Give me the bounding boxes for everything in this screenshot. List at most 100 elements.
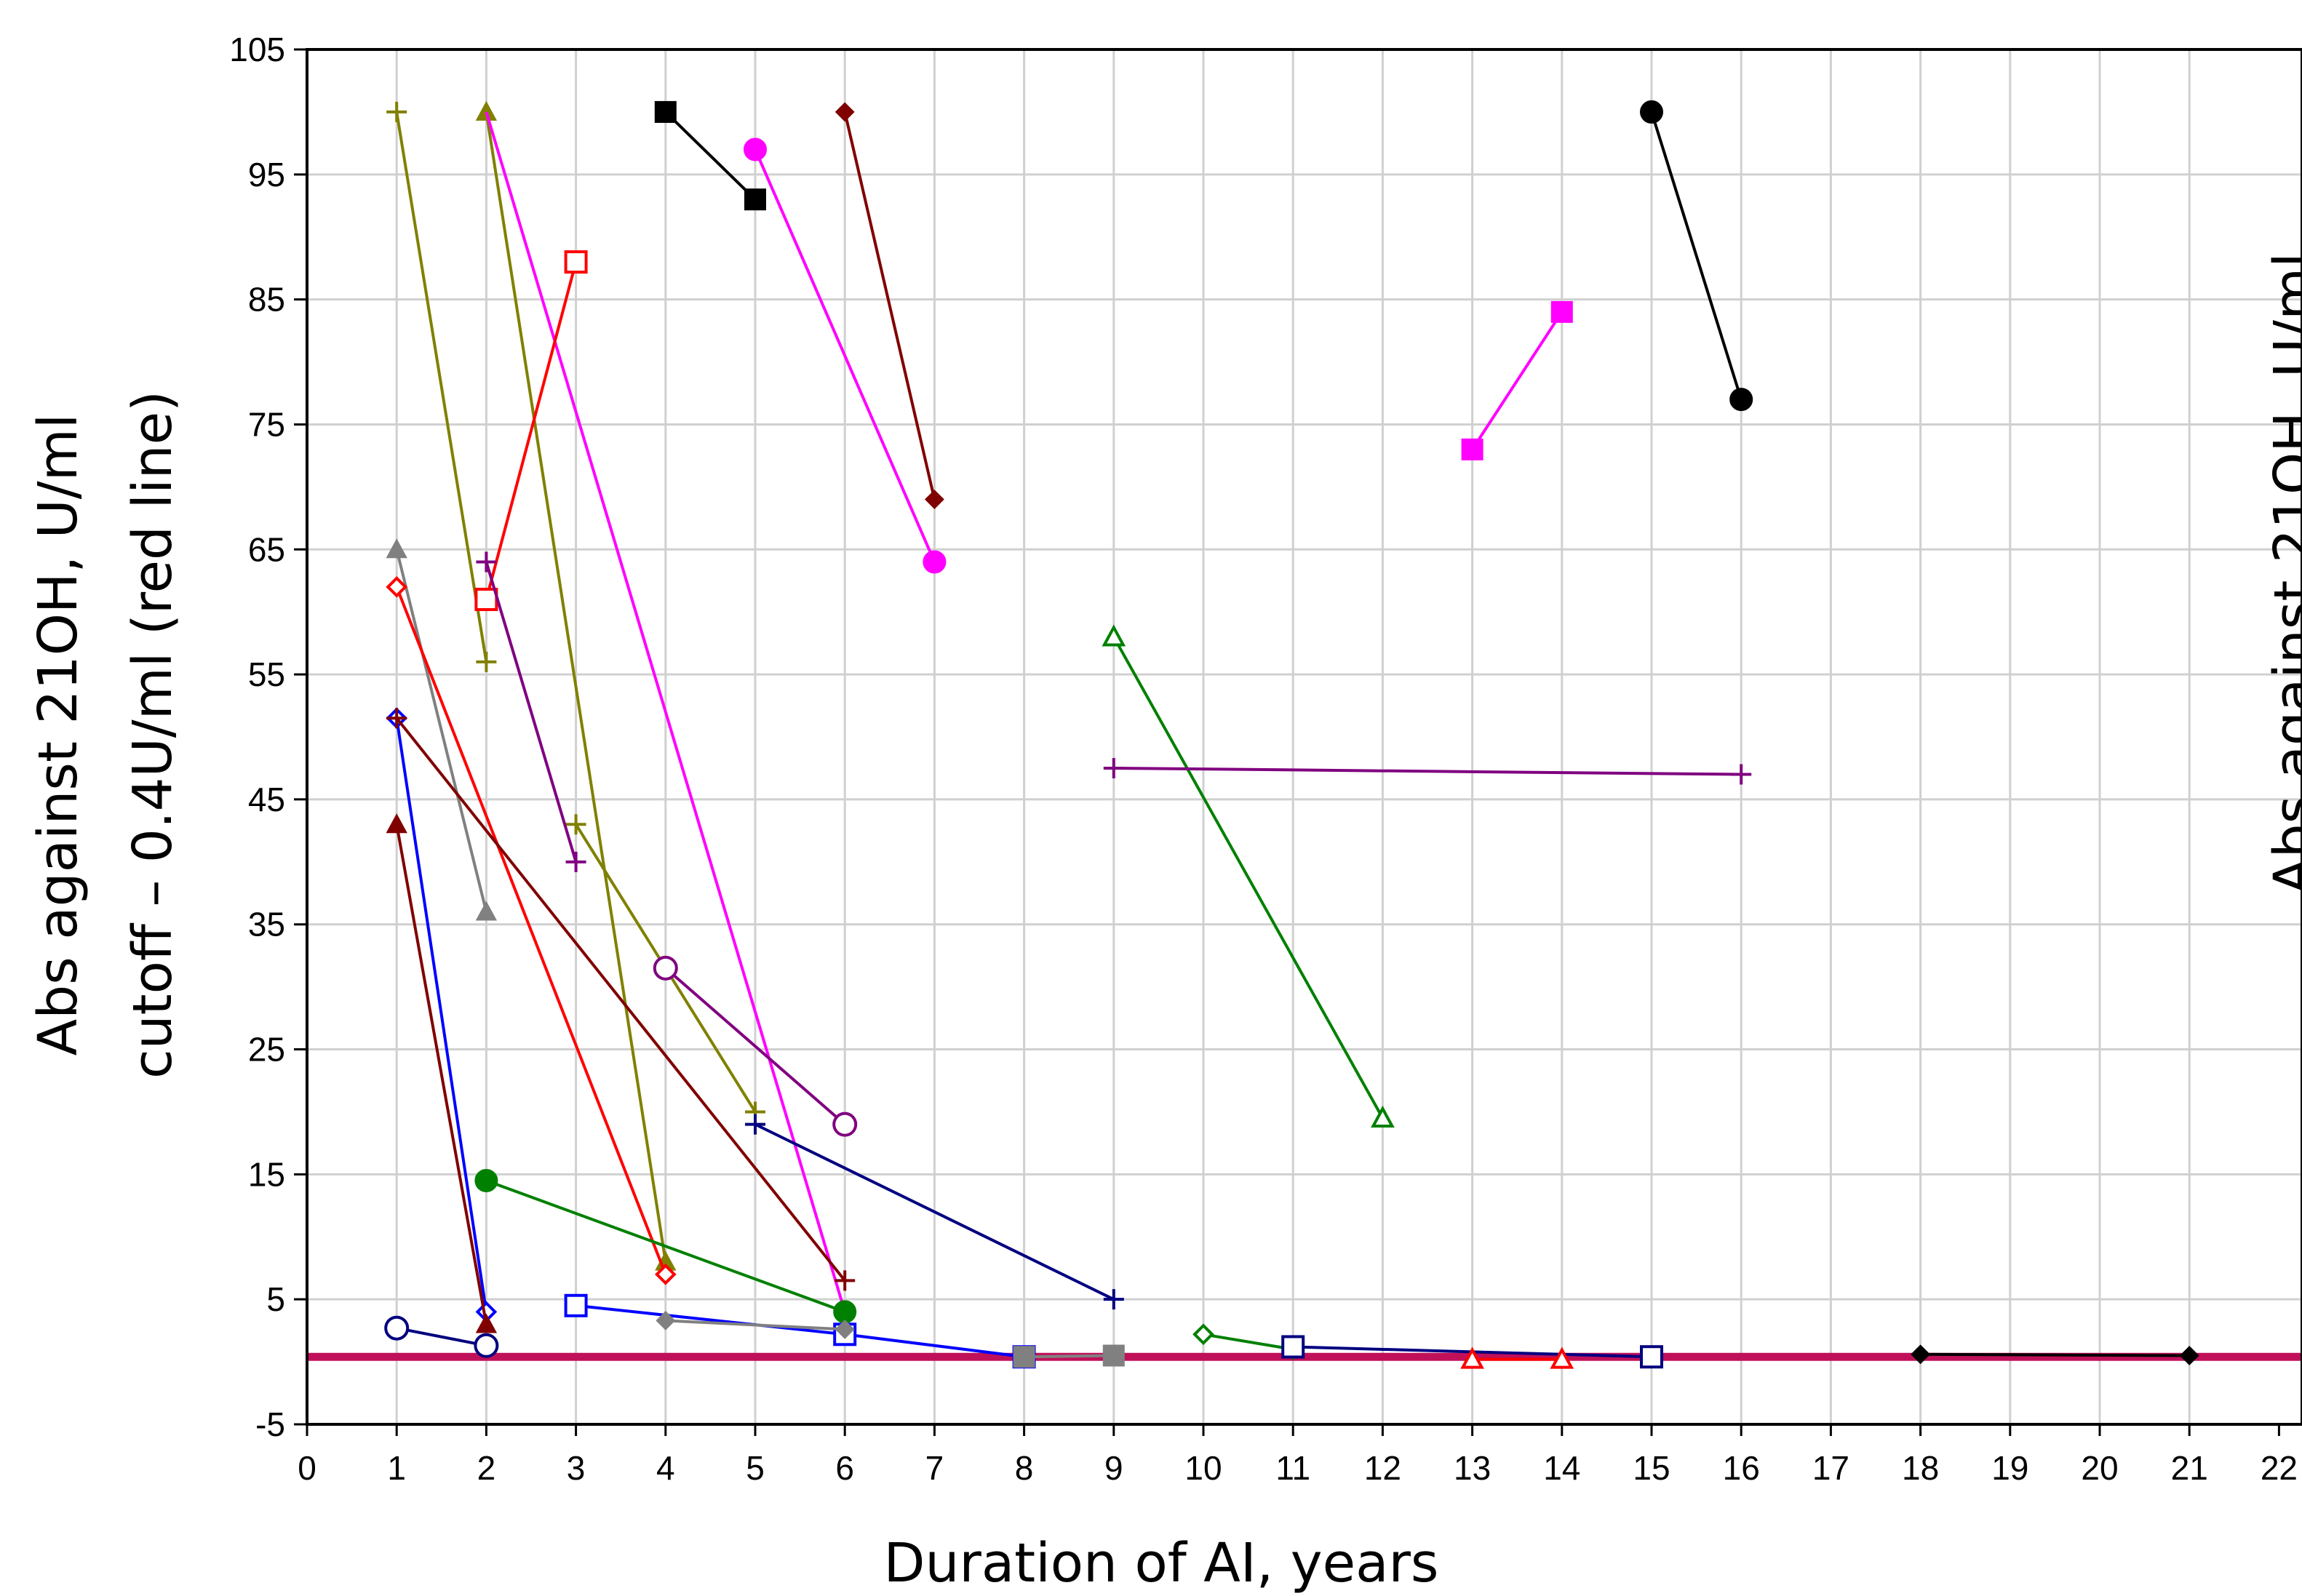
data-point xyxy=(474,1168,498,1192)
data-point xyxy=(475,901,498,921)
series-3 xyxy=(835,102,944,509)
x-tick-label: 2 xyxy=(477,1449,496,1487)
data-point xyxy=(833,1300,857,1324)
data-point xyxy=(1192,1323,1214,1346)
series-2 xyxy=(744,137,947,574)
y-axis-title-line-2: cutoff – 0.4U/ml (red line) xyxy=(122,391,184,1079)
series-line xyxy=(485,111,847,1312)
series-line xyxy=(395,717,846,1282)
grid-layer xyxy=(307,49,2302,1424)
y-tick-label: 5 xyxy=(266,1280,285,1318)
data-point xyxy=(475,1313,498,1333)
data-point xyxy=(2179,1346,2199,1365)
series-8 xyxy=(475,100,677,1271)
data-point xyxy=(1103,1289,1124,1310)
series-line xyxy=(485,261,578,600)
series-layer xyxy=(384,100,2199,1369)
data-point xyxy=(565,814,586,835)
data-point xyxy=(386,813,407,834)
series-line xyxy=(1650,111,1743,400)
series-line xyxy=(396,1326,487,1347)
series-19 xyxy=(474,1168,857,1324)
data-point xyxy=(475,100,498,121)
y-tick-label: 105 xyxy=(229,31,285,68)
x-tick-label: 6 xyxy=(835,1449,854,1487)
data-point xyxy=(564,250,588,274)
data-point xyxy=(654,100,677,123)
data-point xyxy=(1640,100,1663,124)
data-point xyxy=(654,1263,677,1285)
series-line xyxy=(485,111,667,1262)
data-point xyxy=(386,708,407,729)
data-point xyxy=(1550,300,1573,323)
series-16 xyxy=(386,813,498,1333)
data-point xyxy=(386,101,407,122)
x-tick-label: 22 xyxy=(2261,1449,2298,1487)
data-point xyxy=(744,137,767,161)
series-line xyxy=(843,111,936,500)
x-tick-label: 19 xyxy=(1991,1449,2028,1487)
series-line xyxy=(395,823,488,1325)
series-1 xyxy=(654,100,766,211)
data-point xyxy=(744,188,766,211)
series-line xyxy=(1113,766,1742,776)
series-9 xyxy=(485,111,847,1312)
series-4 xyxy=(1640,100,1753,412)
y-tick-label: 75 xyxy=(248,405,285,443)
data-point xyxy=(1281,1335,1305,1359)
series-20 xyxy=(384,1315,499,1358)
series-line xyxy=(576,1304,1024,1359)
data-point xyxy=(835,1270,856,1291)
y-tick-label: 55 xyxy=(248,655,285,693)
series-5 xyxy=(1461,300,1573,460)
data-point xyxy=(923,550,947,574)
tick-layer: 0 1 2 3 4 5 6 7 8 9 10 11 12 13 14 15 16 17 18 19 20 21 22-551… xyxy=(229,31,2298,1487)
x-tick-label: 4 xyxy=(656,1449,675,1487)
series-23 xyxy=(1013,1344,1125,1368)
series-6 xyxy=(386,101,497,672)
series-line xyxy=(395,111,488,663)
x-tick-label: 7 xyxy=(925,1449,944,1487)
series-18 xyxy=(745,1114,1124,1310)
y-axis-title-line-1: Abs against 21OH, U/ml xyxy=(27,414,89,1056)
series-line xyxy=(1470,311,1564,450)
y-tick-label: 35 xyxy=(248,906,285,943)
x-tick-label: 15 xyxy=(1633,1449,1670,1487)
data-point xyxy=(565,851,586,872)
series-13 xyxy=(476,551,586,872)
x-tick-label: 16 xyxy=(1723,1449,1760,1487)
data-point xyxy=(474,1333,499,1358)
data-point xyxy=(745,1114,765,1135)
data-point xyxy=(1460,1346,1484,1369)
series-line xyxy=(1024,1354,1114,1359)
series-12 xyxy=(386,575,677,1285)
y-tick-label: 65 xyxy=(248,530,285,568)
data-point xyxy=(1550,1346,1574,1369)
series-line xyxy=(395,586,667,1275)
data-point xyxy=(835,102,855,122)
data-point xyxy=(1103,757,1124,778)
series-line xyxy=(485,561,578,863)
data-point xyxy=(1729,388,1753,412)
data-point xyxy=(476,651,497,672)
data-point xyxy=(1731,764,1752,785)
series-15 xyxy=(386,708,856,1291)
data-point xyxy=(835,1320,855,1339)
data-point xyxy=(564,1293,588,1317)
series-24 xyxy=(1102,624,1395,1128)
series-line xyxy=(664,111,757,201)
x-tick-label: 12 xyxy=(1364,1449,1401,1487)
data-point xyxy=(474,588,498,611)
data-point xyxy=(653,955,678,981)
data-point xyxy=(1371,1105,1395,1128)
data-point xyxy=(1461,438,1483,460)
series-22 xyxy=(656,1310,855,1339)
x-tick-label: 17 xyxy=(1812,1449,1849,1487)
data-point xyxy=(386,575,408,598)
data-point xyxy=(476,551,497,572)
series-17 xyxy=(653,955,858,1137)
data-point xyxy=(656,1310,676,1330)
series-29 xyxy=(1911,1344,2199,1365)
x-tick-label: 8 xyxy=(1015,1449,1034,1487)
y-tick-label: 95 xyxy=(248,156,285,193)
